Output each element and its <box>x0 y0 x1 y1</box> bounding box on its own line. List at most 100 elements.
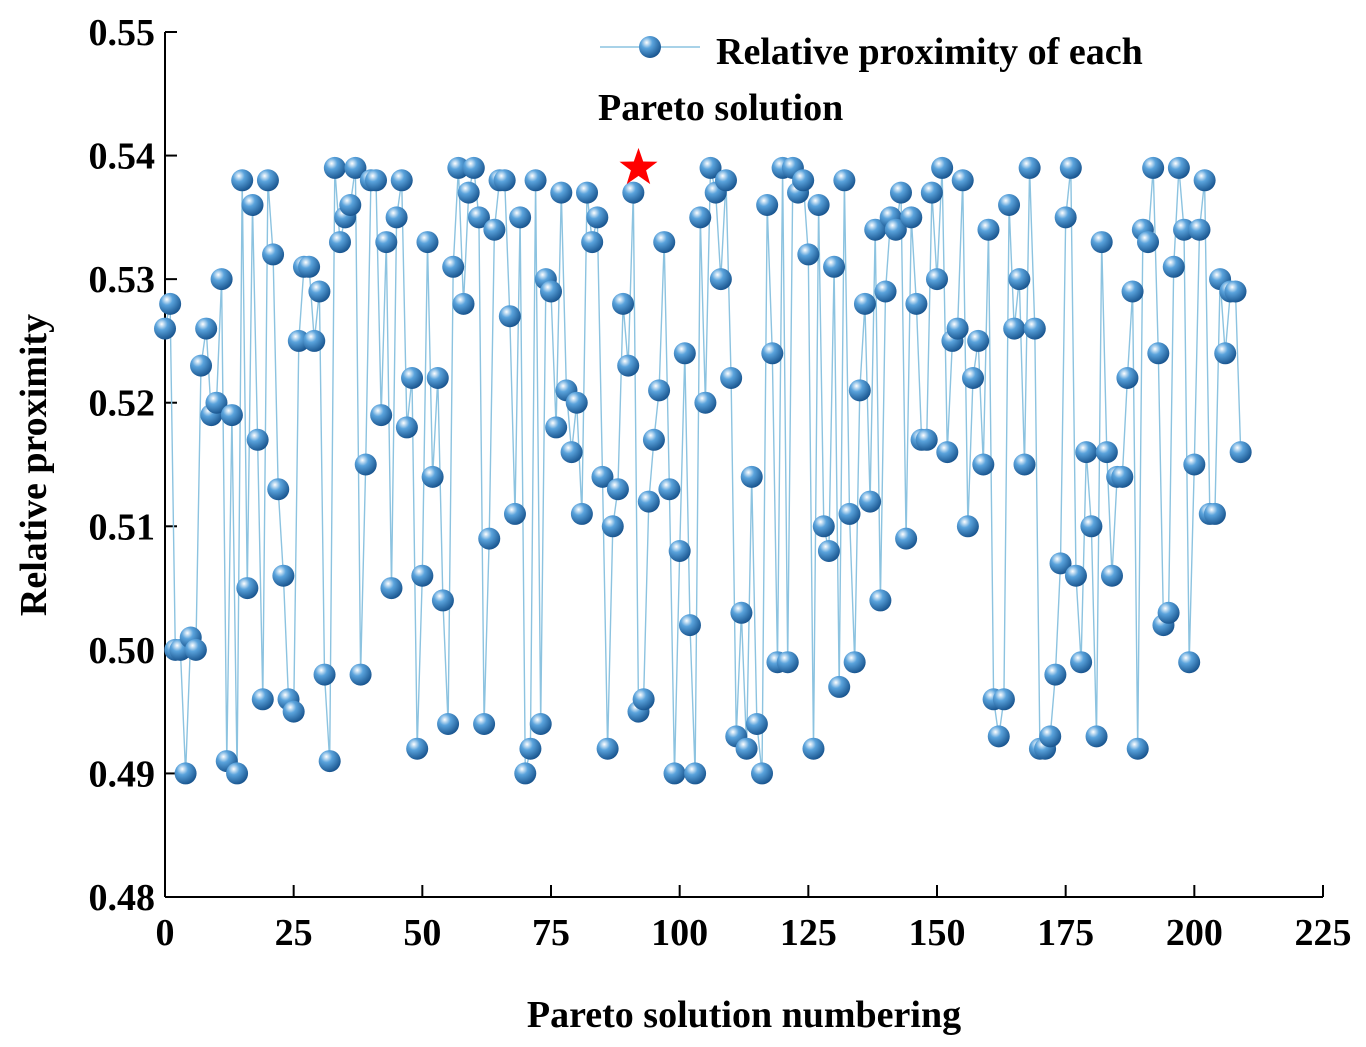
data-point <box>282 700 305 723</box>
data-point <box>812 515 835 538</box>
data-point <box>246 428 269 451</box>
data-point <box>545 416 568 439</box>
data-point <box>1183 453 1206 476</box>
data-point <box>884 218 907 241</box>
data-point <box>493 169 516 192</box>
data-point <box>272 564 295 587</box>
data-point <box>735 737 758 760</box>
x-tick-label: 150 <box>909 912 966 954</box>
data-point <box>205 391 228 414</box>
data-point <box>833 169 856 192</box>
data-point <box>792 169 815 192</box>
data-point <box>823 255 846 278</box>
data-point <box>416 231 439 254</box>
data-point <box>1090 231 1113 254</box>
data-point <box>395 416 418 439</box>
data-point <box>159 292 182 315</box>
data-point <box>457 181 480 204</box>
data-point <box>1085 725 1108 748</box>
data-point <box>663 762 686 785</box>
data-point <box>447 156 470 179</box>
data-point <box>637 490 660 513</box>
data-point <box>401 367 424 389</box>
data-point <box>267 478 290 501</box>
data-point <box>318 750 341 773</box>
data-point <box>303 329 326 352</box>
legend-marker <box>639 36 661 58</box>
data-point <box>1018 156 1041 179</box>
y-tick-label: 0.54 <box>89 136 156 178</box>
data-point <box>1188 218 1211 241</box>
data-point <box>864 218 887 241</box>
data-point <box>756 194 779 216</box>
data-point <box>380 577 403 600</box>
data-point <box>550 181 573 204</box>
y-tick-label: 0.55 <box>89 12 156 54</box>
x-tick-label: 75 <box>532 912 570 954</box>
data-point <box>195 317 218 340</box>
y-tick-label: 0.49 <box>89 753 156 795</box>
data-point <box>1023 317 1046 340</box>
data-point <box>256 169 279 192</box>
x-axis-label: Pareto solution numbering <box>527 994 961 1036</box>
data-point <box>154 317 176 340</box>
data-point <box>720 367 743 389</box>
data-point <box>1193 169 1216 192</box>
data-point <box>956 515 979 538</box>
data-point <box>998 194 1021 216</box>
y-axis-label: Relative proximity <box>13 314 55 616</box>
data-point <box>689 206 712 229</box>
x-tick-label: 225 <box>1295 912 1352 954</box>
data-point <box>797 243 820 266</box>
data-point <box>529 713 552 735</box>
data-point <box>431 589 454 612</box>
data-point <box>1142 156 1165 179</box>
data-point <box>843 651 866 674</box>
data-point <box>1214 342 1237 365</box>
y-tick-label: 0.53 <box>89 259 156 301</box>
data-point <box>967 329 990 352</box>
data-point <box>174 762 197 785</box>
data-point <box>895 527 918 550</box>
data-point <box>1111 465 1134 488</box>
data-point <box>1064 564 1087 587</box>
data-point <box>1070 651 1093 674</box>
data-point <box>560 441 583 464</box>
x-tick-label: 50 <box>403 912 441 954</box>
data-point <box>1167 156 1190 179</box>
data-point <box>745 713 768 735</box>
data-point <box>776 651 799 674</box>
x-tick-label: 100 <box>651 912 708 954</box>
data-point <box>642 428 665 451</box>
data-point <box>581 231 604 254</box>
data-point <box>648 379 671 402</box>
x-tick-label: 25 <box>275 912 313 954</box>
data-point <box>1059 156 1082 179</box>
data-point <box>1075 441 1098 464</box>
data-point <box>807 194 830 216</box>
data-point <box>411 564 434 587</box>
y-tick-label: 0.50 <box>89 630 156 672</box>
data-point <box>344 156 367 179</box>
data-point <box>540 280 562 303</box>
data-point <box>1013 453 1036 476</box>
data-point <box>962 367 985 389</box>
data-point <box>375 231 398 254</box>
data-point <box>478 527 501 550</box>
data-point <box>1229 441 1252 464</box>
data-point <box>1147 342 1170 365</box>
data-point <box>920 181 943 204</box>
data-point <box>308 280 331 303</box>
data-point <box>349 663 372 686</box>
data-point <box>684 762 707 785</box>
data-point <box>1121 280 1144 303</box>
data-point <box>298 255 321 278</box>
data-point <box>503 502 526 525</box>
data-point <box>509 206 532 229</box>
data-point <box>817 540 840 562</box>
data-point <box>632 688 655 711</box>
data-point <box>524 169 547 192</box>
data-point <box>385 206 408 229</box>
data-point <box>740 465 763 488</box>
